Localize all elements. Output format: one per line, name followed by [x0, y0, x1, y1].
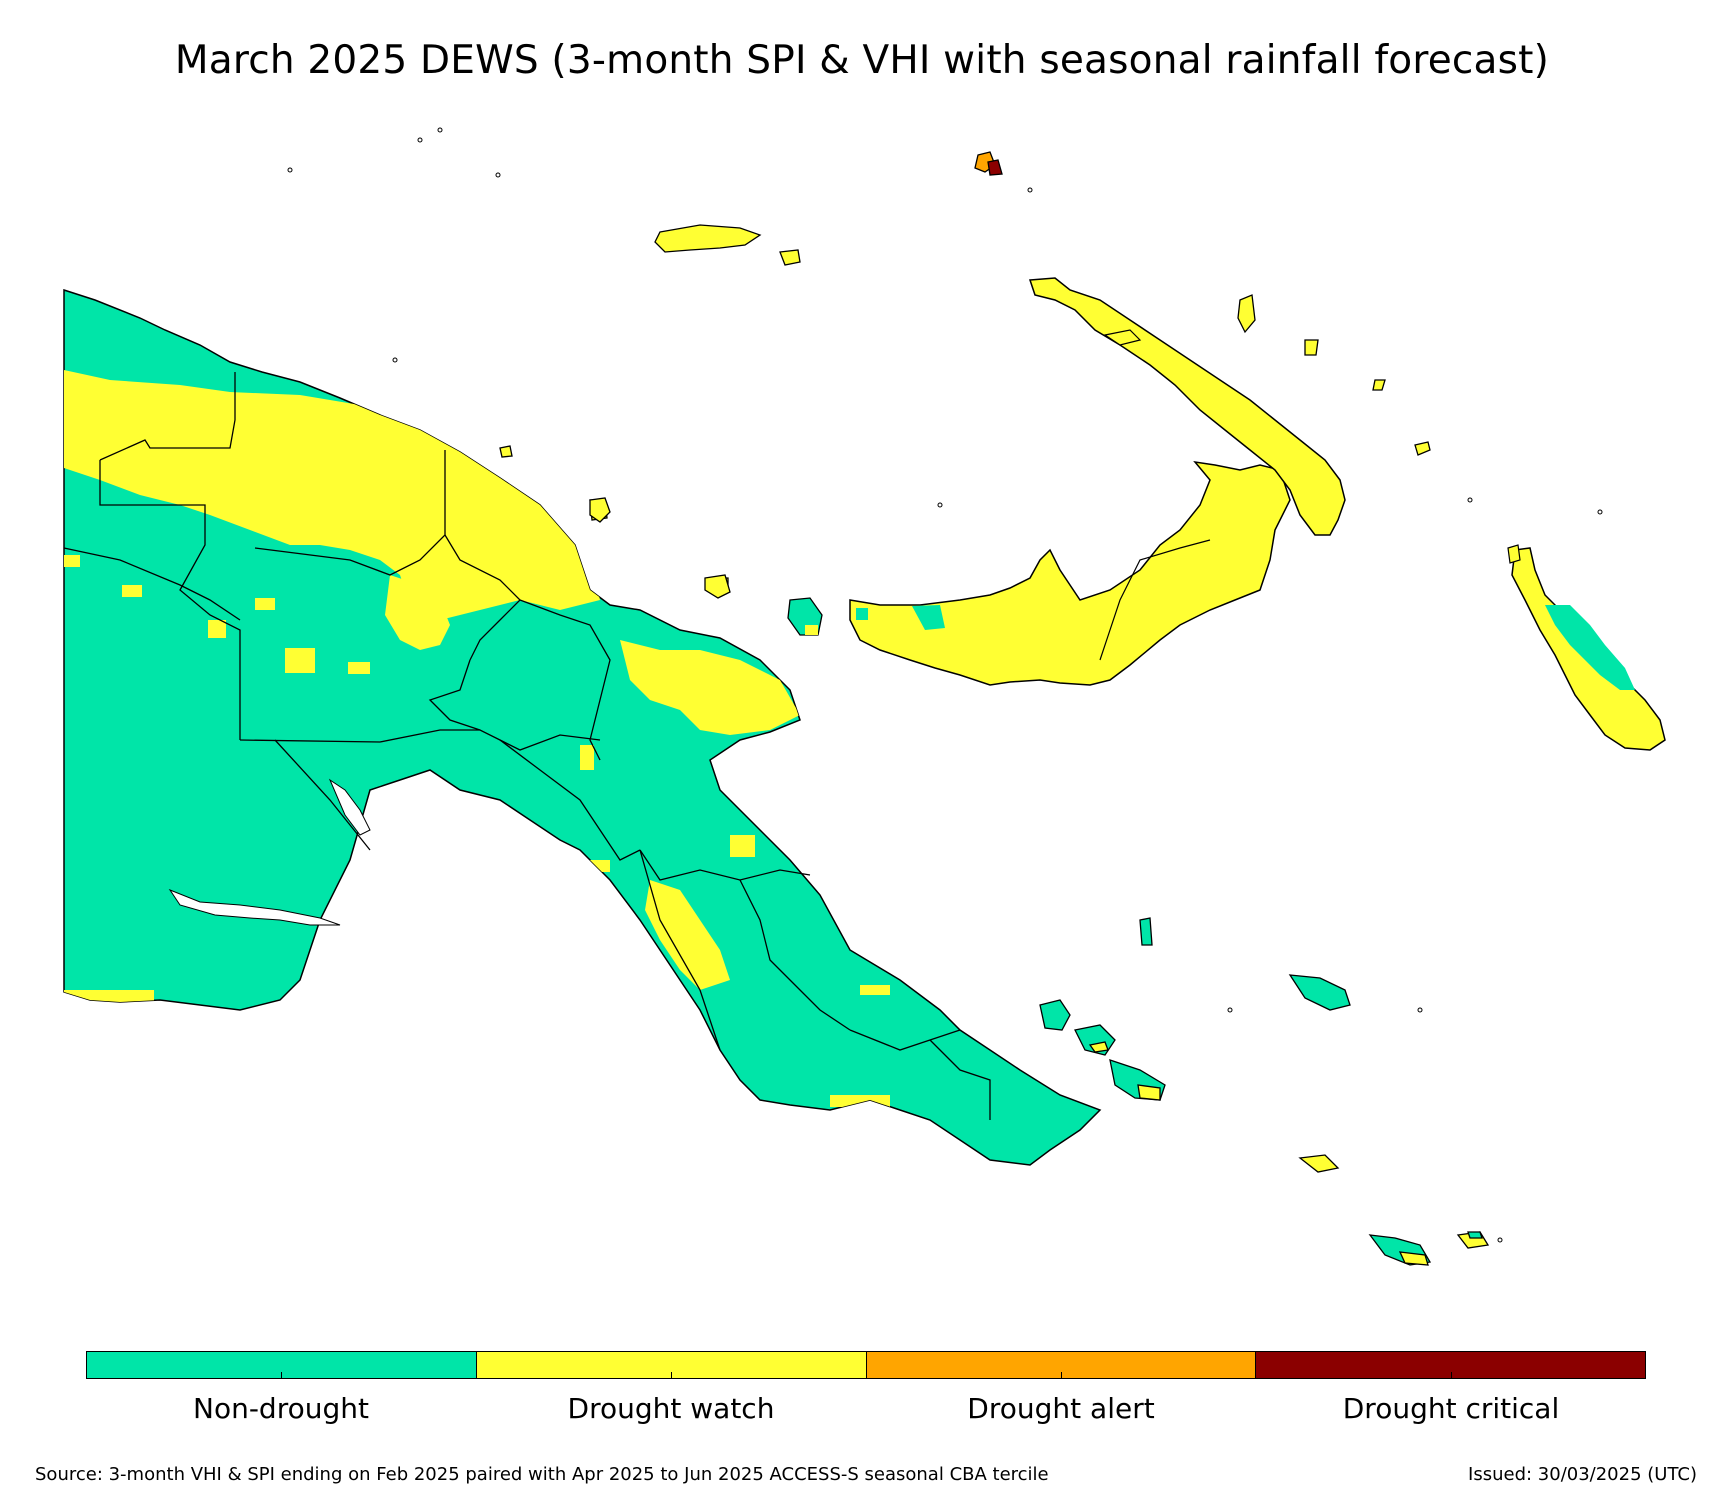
source-note: Source: 3-month VHI & SPI ending on Feb … — [35, 1464, 1049, 1485]
legend-label-drought-alert: Drought alert — [967, 1392, 1155, 1425]
coastal-islands — [589, 497, 823, 636]
watch-cell — [580, 745, 594, 770]
island — [1288, 974, 1351, 1011]
island — [1137, 1084, 1161, 1101]
central-watch-area — [645, 880, 730, 990]
islet — [495, 172, 501, 178]
island — [1039, 999, 1071, 1031]
legend-swatch-drought-alert — [866, 1352, 1257, 1378]
new-ireland-island — [1028, 277, 1346, 536]
alert-islet — [974, 151, 1003, 176]
island — [1088, 1041, 1109, 1053]
watch-cell — [64, 555, 80, 567]
islet — [1417, 1007, 1423, 1013]
island — [1467, 1231, 1483, 1239]
new-britain-green-patch — [912, 605, 945, 630]
islet — [437, 127, 443, 133]
sepik-watch-area — [385, 575, 450, 650]
manus-island — [654, 224, 762, 253]
watch-cell — [830, 1095, 890, 1107]
new-ireland — [1028, 277, 1346, 536]
island — [1298, 1154, 1340, 1173]
islet — [417, 137, 423, 143]
islet — [937, 502, 943, 508]
northern-islands — [499, 224, 1431, 593]
north-watch-area — [64, 370, 600, 620]
islet — [1227, 1007, 1233, 1013]
islet — [499, 445, 513, 458]
new-ireland-islet — [1103, 329, 1142, 346]
umboi-island — [704, 574, 731, 599]
bougainville — [1507, 544, 1666, 751]
milne-bay-islands — [1039, 917, 1490, 1266]
legend-label-non-drought: Non-drought — [193, 1392, 369, 1425]
mainland-watch-areas — [64, 370, 890, 1107]
islet — [1304, 339, 1319, 356]
islet — [1597, 509, 1603, 515]
map-title: March 2025 DEWS (3-month SPI & VHI with … — [174, 38, 1550, 83]
watch-cell — [255, 598, 275, 610]
new-britain-island — [849, 460, 1291, 686]
tiny-islets — [287, 127, 1603, 1243]
watch-cell — [348, 662, 370, 674]
legend-colorbar — [86, 1351, 1646, 1379]
new-britain-green-patch — [856, 608, 868, 620]
islet — [287, 167, 293, 173]
watch-cell — [285, 648, 315, 673]
islet — [1237, 294, 1256, 334]
watch-cell — [122, 585, 142, 597]
new-britain — [849, 460, 1291, 686]
island — [1398, 1251, 1429, 1266]
watch-cell — [730, 835, 755, 857]
island — [1139, 917, 1153, 946]
islet — [1497, 1237, 1503, 1243]
east-watch-area — [620, 640, 800, 735]
islet — [1467, 497, 1473, 503]
fly-river-delta — [168, 778, 371, 926]
issued-date: Issued: 30/03/2025 (UTC) — [1468, 1464, 1697, 1485]
buka-island — [1507, 544, 1521, 564]
bougainville-green — [1545, 605, 1635, 690]
islet — [392, 357, 398, 363]
islet — [1027, 187, 1033, 193]
islet — [1414, 441, 1431, 456]
legend-label-drought-critical: Drought critical — [1342, 1392, 1560, 1425]
legend-swatch-drought-watch — [476, 1352, 867, 1378]
province-boundaries — [63, 372, 991, 1120]
new-britain-boundary — [1099, 539, 1211, 661]
karkar-island — [589, 497, 611, 523]
critical-islet-body — [987, 159, 1003, 176]
long-island-watch — [805, 625, 818, 635]
legend-label-drought-watch: Drought watch — [567, 1392, 775, 1425]
watch-cell — [208, 620, 226, 638]
islet — [1372, 379, 1386, 391]
legend-labels: Non-drought Drought watch Drought alert … — [86, 1392, 1646, 1425]
watch-cell — [860, 985, 890, 995]
islet — [779, 249, 801, 266]
mainland-region — [63, 288, 1102, 1166]
legend-swatch-drought-critical — [1256, 1352, 1645, 1378]
legend-swatch-non-drought — [87, 1352, 477, 1378]
